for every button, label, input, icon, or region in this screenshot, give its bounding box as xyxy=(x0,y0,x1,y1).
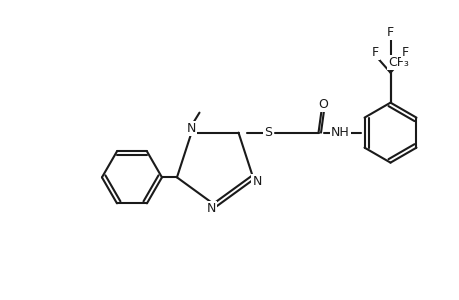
Text: N: N xyxy=(186,122,196,135)
Text: N: N xyxy=(252,175,261,188)
Text: N: N xyxy=(206,202,215,215)
Text: CF₃: CF₃ xyxy=(387,56,408,69)
Text: NH: NH xyxy=(330,126,349,139)
Text: F: F xyxy=(401,46,408,59)
Text: F: F xyxy=(371,46,378,59)
Text: S: S xyxy=(264,126,272,139)
Text: O: O xyxy=(318,98,328,111)
Text: F: F xyxy=(386,26,393,39)
